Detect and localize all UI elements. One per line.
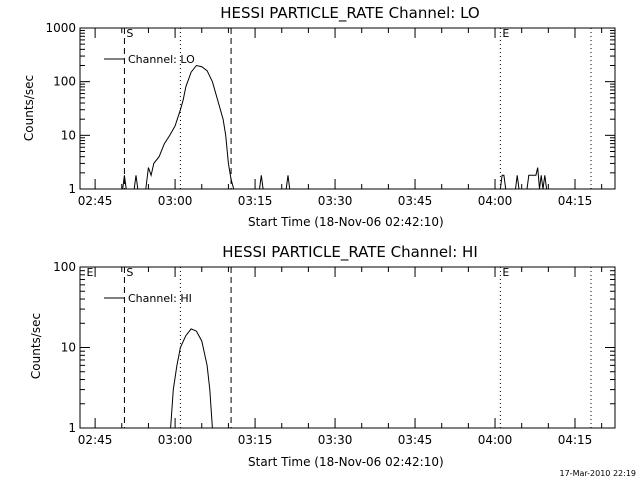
panel-lo-legend: Channel: LO <box>104 53 195 66</box>
series-line-segment <box>122 175 127 190</box>
x-tick-label: 03:45 <box>398 433 433 447</box>
series-line-segment <box>526 167 548 190</box>
panel-lo-legend-label: Channel: LO <box>128 53 195 66</box>
x-tick-label: 02:45 <box>78 194 113 208</box>
y-tick-label: 1000 <box>45 21 76 35</box>
event-marker-label: E <box>86 266 93 279</box>
series-line-segment <box>170 328 213 429</box>
series-line-segment <box>499 174 507 190</box>
y-tick-label: 10 <box>61 128 76 142</box>
series-line-segment <box>515 175 520 190</box>
x-tick-label: 03:00 <box>158 194 193 208</box>
panel-hi: HESSI PARTICLE_RATE Channel: HI Start Ti… <box>29 243 616 469</box>
event-marker-label: E <box>502 27 509 40</box>
event-marker-label: E <box>502 266 509 279</box>
panel-hi-ylabel: Counts/sec <box>29 313 43 379</box>
x-tick-label: 03:30 <box>318 194 353 208</box>
event-marker-label: S <box>126 27 133 40</box>
y-tick-label: 100 <box>53 260 76 274</box>
panel-lo-series <box>122 64 548 190</box>
panel-hi-xlabel: Start Time (18-Nov-06 02:42:10) <box>248 455 444 469</box>
x-tick-label: 03:15 <box>238 433 273 447</box>
x-tick-label: 02:45 <box>78 433 113 447</box>
panel-hi-series <box>170 328 213 429</box>
panel-lo-ylabel: Counts/sec <box>22 75 36 141</box>
x-tick-label: 04:00 <box>478 194 513 208</box>
panel-lo: HESSI PARTICLE_RATE Channel: LO Start Ti… <box>22 4 616 229</box>
panel-lo-title: HESSI PARTICLE_RATE Channel: LO <box>220 4 479 23</box>
series-line-segment <box>285 175 291 190</box>
panel-hi-axes: 1 10 100 02:45 03:00 03:15 03:30 03:45 04:00 04:1… <box>53 260 616 447</box>
plot-frame <box>79 27 616 190</box>
x-tick-label: 03:45 <box>398 194 433 208</box>
x-tick-label: 03:30 <box>318 433 353 447</box>
y-tick-label: 1 <box>68 182 76 196</box>
footer-timestamp: 17-Mar-2010 22:19 <box>560 469 637 478</box>
y-tick-label: 1 <box>68 421 76 435</box>
series-line-segment <box>259 175 264 190</box>
series-line-segment <box>145 64 235 190</box>
y-tick-label: 100 <box>53 75 76 89</box>
panel-hi-legend: Channel: HI <box>104 292 192 305</box>
panel-lo-xlabel: Start Time (18-Nov-06 02:42:10) <box>248 215 444 229</box>
x-tick-label: 04:15 <box>558 194 593 208</box>
x-tick-label: 04:00 <box>478 433 513 447</box>
series-line-segment <box>133 175 139 190</box>
x-tick-label: 03:00 <box>158 433 193 447</box>
event-marker-label: S <box>126 266 133 279</box>
panel-lo-axes: 1 10 100 1000 02:45 03:00 03:15 03:30 03:45 04:00… <box>45 21 616 208</box>
x-tick-label: 04:15 <box>558 433 593 447</box>
panel-hi-title: HESSI PARTICLE_RATE Channel: HI <box>222 243 478 262</box>
panel-hi-legend-label: Channel: HI <box>128 292 192 305</box>
y-tick-label: 10 <box>61 341 76 355</box>
x-tick-label: 03:15 <box>238 194 273 208</box>
